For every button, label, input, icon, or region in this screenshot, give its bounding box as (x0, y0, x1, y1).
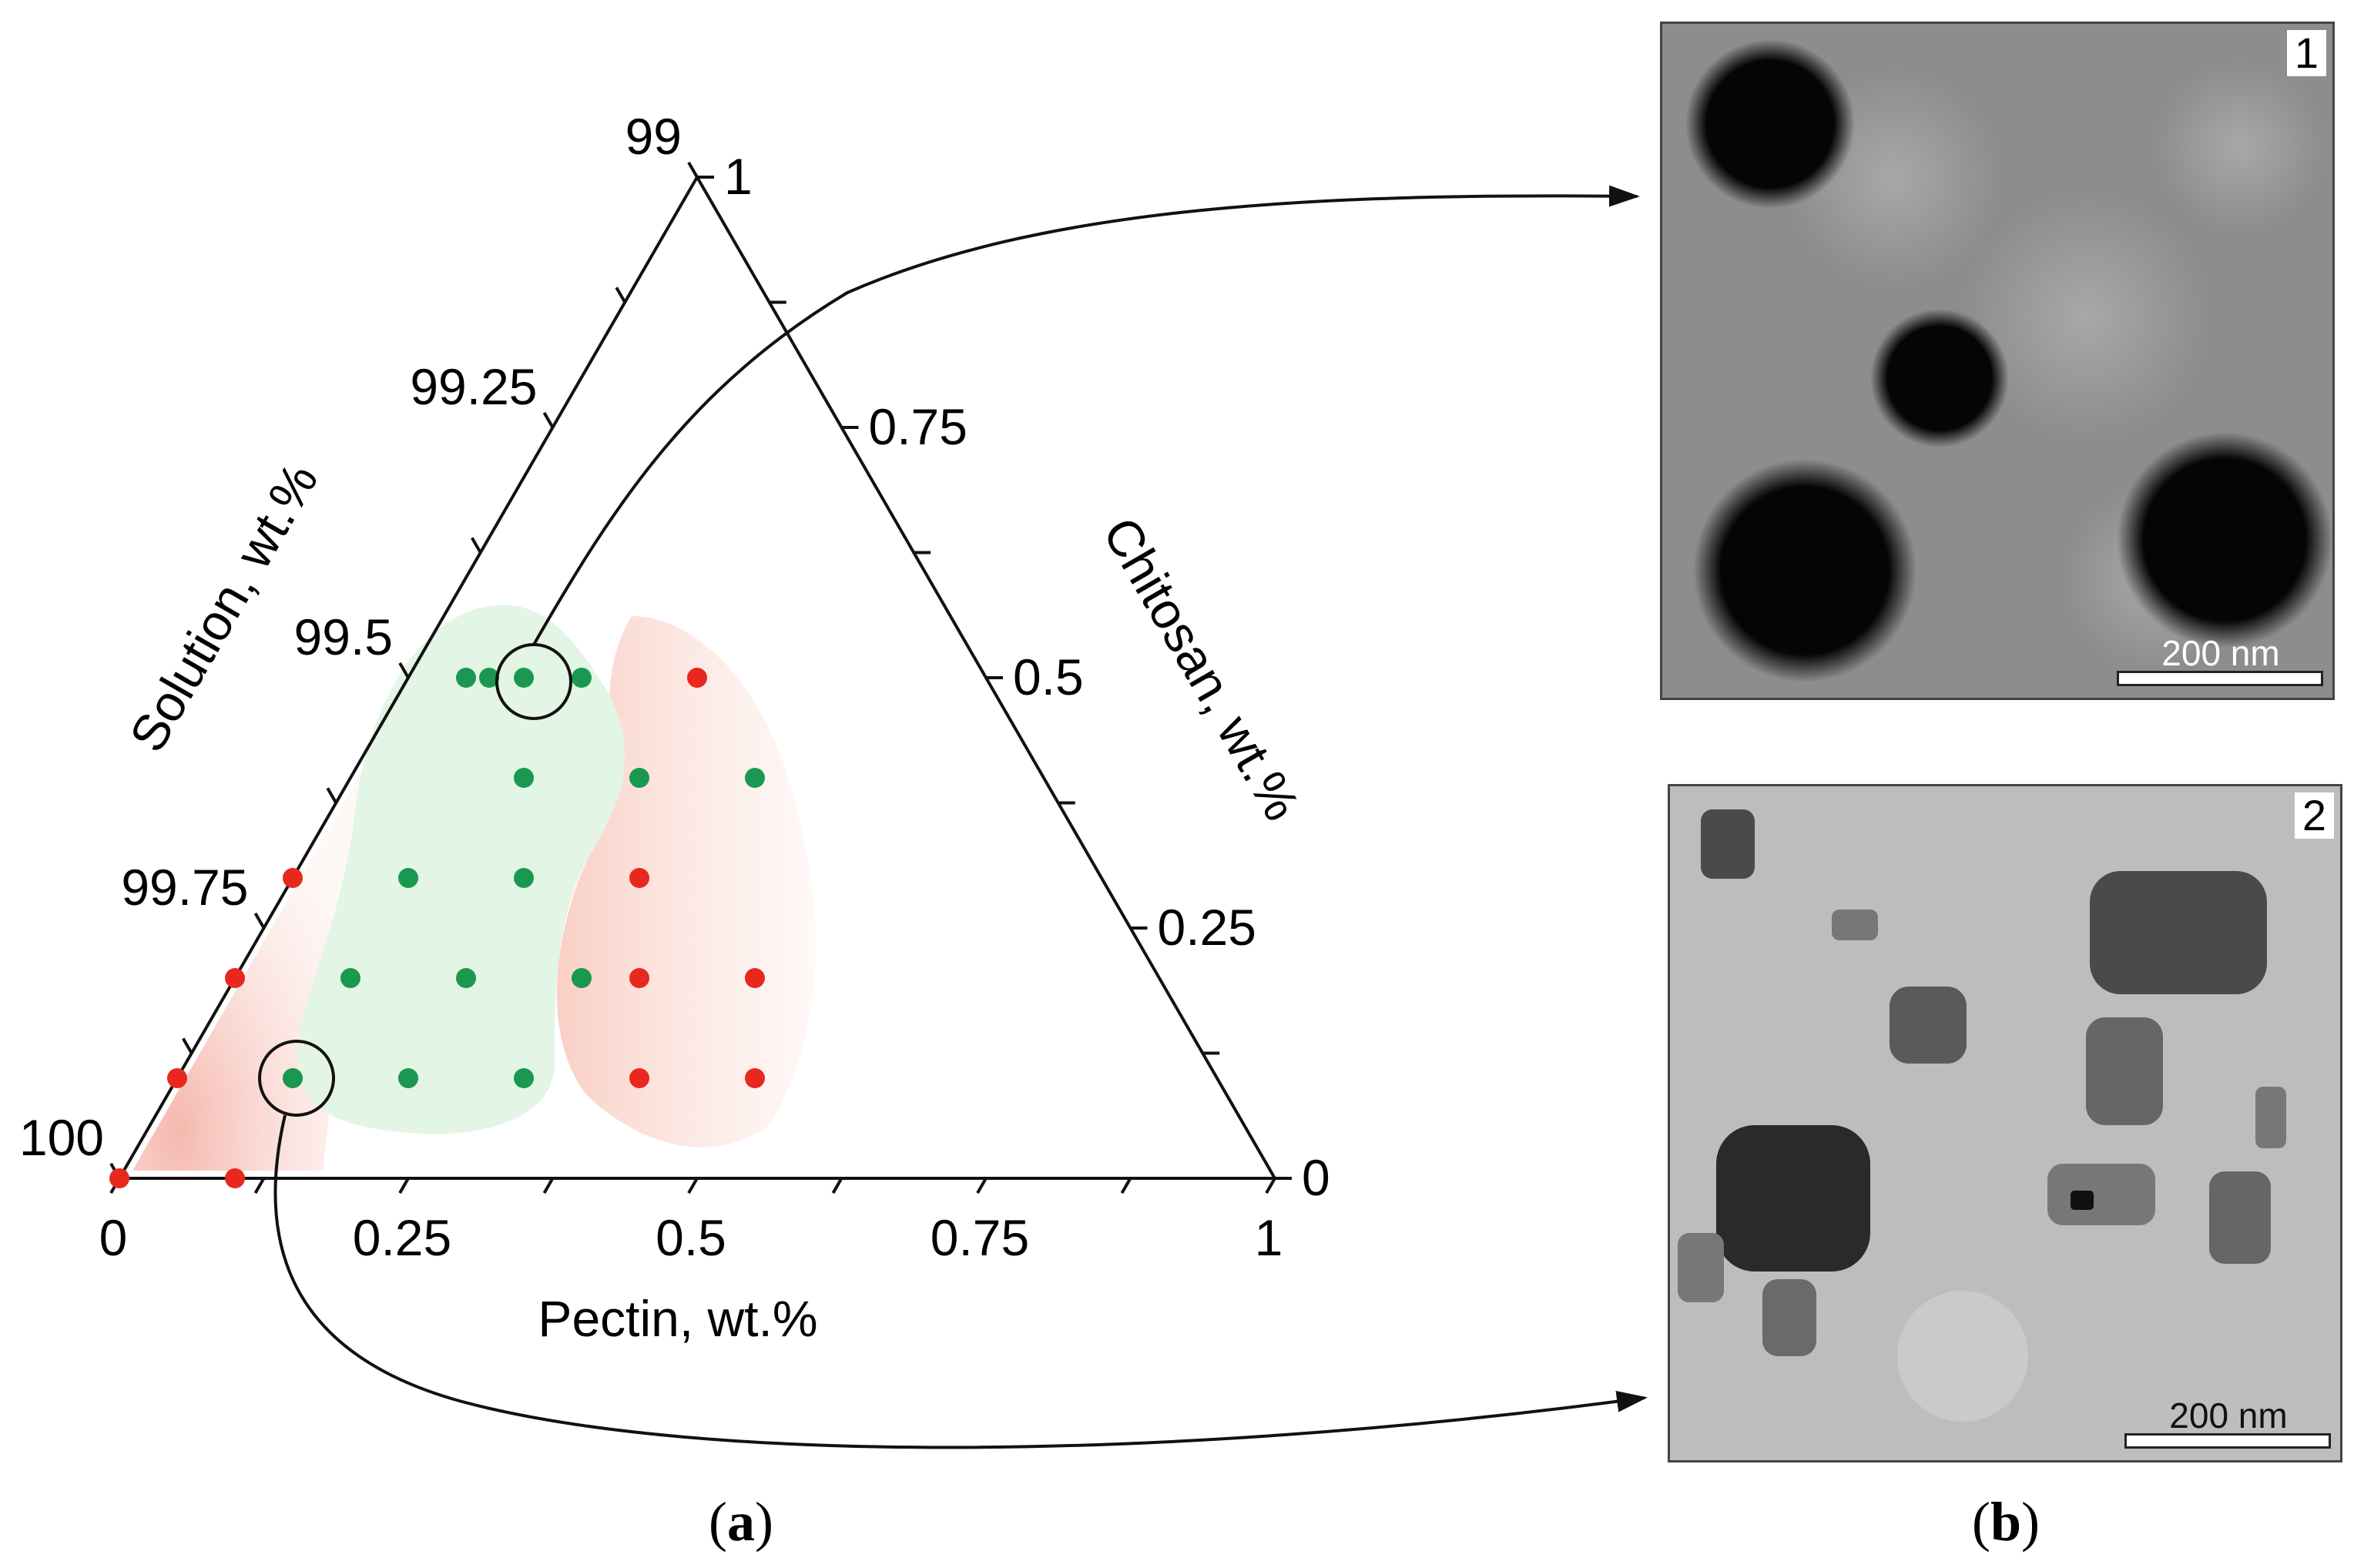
panel-a-caption-letter: a (726, 1491, 755, 1553)
bottom-axis-tick (253, 1178, 266, 1194)
panel-b-caption-letter: b (1990, 1491, 2022, 1553)
failure-point (687, 668, 707, 688)
solution-tick-label: 100 (19, 1109, 104, 1166)
bottom-axis-tick (1120, 1178, 1132, 1194)
solution-tick-label: 99.5 (294, 608, 393, 665)
bottom-axis-tick (1265, 1178, 1276, 1194)
left-axis-tick (542, 411, 555, 428)
success-point (572, 668, 592, 688)
left-axis-tick (182, 1037, 193, 1054)
panel-a-caption-open: ( (709, 1491, 727, 1553)
success-point (398, 868, 418, 888)
left-axis-tick (471, 537, 482, 554)
success-point (514, 1068, 534, 1088)
chitosan-tick-label: 1 (724, 148, 753, 205)
pectin-tick-label: 0.5 (656, 1209, 726, 1266)
tem-image-1-particles (1662, 24, 2332, 698)
chitosan-tick-label: 0.25 (1158, 899, 1256, 956)
success-point (283, 1068, 303, 1088)
failure-point (629, 868, 649, 888)
failure-point (225, 968, 245, 988)
panel-a-caption-close: ) (754, 1491, 773, 1553)
bottom-axis-tick (831, 1178, 843, 1194)
tem-image-1: 1 200 nm (1660, 22, 2335, 700)
tem-image-2: 2 200 nm (1668, 784, 2342, 1462)
chitosan-axis-label: Chitosan, wt.% (1092, 508, 1311, 829)
bottom-axis-tick (687, 1178, 699, 1194)
failure-point (629, 1068, 649, 1088)
chitosan-tick-label: 0.5 (1013, 648, 1084, 705)
image-number-2: 2 (2294, 792, 2334, 839)
panel-b-caption-open: ( (1972, 1491, 1990, 1553)
pectin-axis-label: Pectin, wt.% (538, 1290, 817, 1347)
success-point (629, 768, 649, 788)
failure-point (167, 1068, 187, 1088)
solution-axis-label: Solution, wt.% (118, 454, 328, 761)
scale-label-2: 200 nm (2169, 1395, 2288, 1436)
success-point (514, 768, 534, 788)
success-point (398, 1068, 418, 1088)
failure-point (745, 968, 765, 988)
solution-tick-label: 99.75 (121, 859, 248, 916)
pectin-tick-label: 0.75 (931, 1209, 1029, 1266)
success-point (745, 768, 765, 788)
arrow-to-image-1 (532, 185, 1640, 645)
bottom-axis-tick (542, 1178, 555, 1194)
bottom-axis-tick (398, 1178, 410, 1194)
success-point (479, 668, 499, 688)
pectin-tick-label: 1 (1255, 1209, 1283, 1266)
axis-ticks (109, 161, 1292, 1194)
panel-b-caption: (b) (1972, 1490, 2040, 1554)
scale-bar-2 (2124, 1433, 2331, 1449)
failure-point (225, 1168, 245, 1188)
success-point (572, 968, 592, 988)
success-region (297, 605, 625, 1134)
failure-point (745, 1068, 765, 1088)
success-point (456, 968, 476, 988)
highlight-circle-2 (258, 1040, 335, 1117)
chitosan-tick-label: 0 (1302, 1149, 1330, 1206)
panel-a-caption: (a) (709, 1490, 773, 1554)
pectin-tick-label: 0 (99, 1209, 128, 1266)
scale-label-1: 200 nm (2161, 633, 2280, 673)
success-point (514, 868, 534, 888)
solution-tick-label: 99.25 (410, 358, 537, 415)
left-axis-tick (687, 161, 699, 178)
arrow-to-image-2 (273, 1114, 1648, 1449)
success-point (456, 668, 476, 688)
pectin-tick-label: 0.25 (353, 1209, 451, 1266)
success-point (514, 668, 534, 688)
left-axis-tick (398, 662, 410, 678)
left-axis-tick (326, 787, 337, 804)
success-point (340, 968, 360, 988)
bottom-axis-tick (976, 1178, 988, 1194)
data-points (109, 668, 765, 1188)
scale-bar-1 (2117, 671, 2323, 686)
failure-point (109, 1168, 129, 1188)
left-axis-tick (615, 286, 626, 303)
failure-point (283, 868, 303, 888)
tem-image-2-particles (1670, 786, 2340, 1460)
failure-point (629, 968, 649, 988)
chitosan-tick-label: 0.75 (869, 398, 967, 455)
panel-b-caption-close: ) (2021, 1491, 2040, 1553)
left-axis-tick (253, 912, 266, 929)
axis-tick-labels: 0 0 100 0.25 0.25 99.75 0.5 0.5 99.5 0.75 0.75 99.2… (19, 108, 1330, 1266)
solution-tick-label: 99 (625, 108, 682, 165)
image-number-1: 1 (2286, 30, 2326, 76)
